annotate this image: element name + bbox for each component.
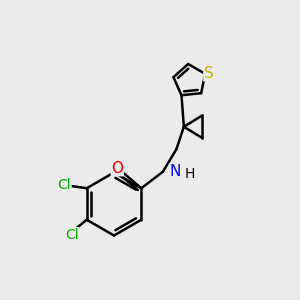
Text: S: S bbox=[204, 66, 214, 81]
Text: O: O bbox=[111, 161, 123, 176]
Text: H: H bbox=[184, 167, 195, 181]
Text: Cl: Cl bbox=[57, 178, 71, 192]
Text: Cl: Cl bbox=[65, 228, 79, 242]
Text: N: N bbox=[169, 164, 181, 179]
